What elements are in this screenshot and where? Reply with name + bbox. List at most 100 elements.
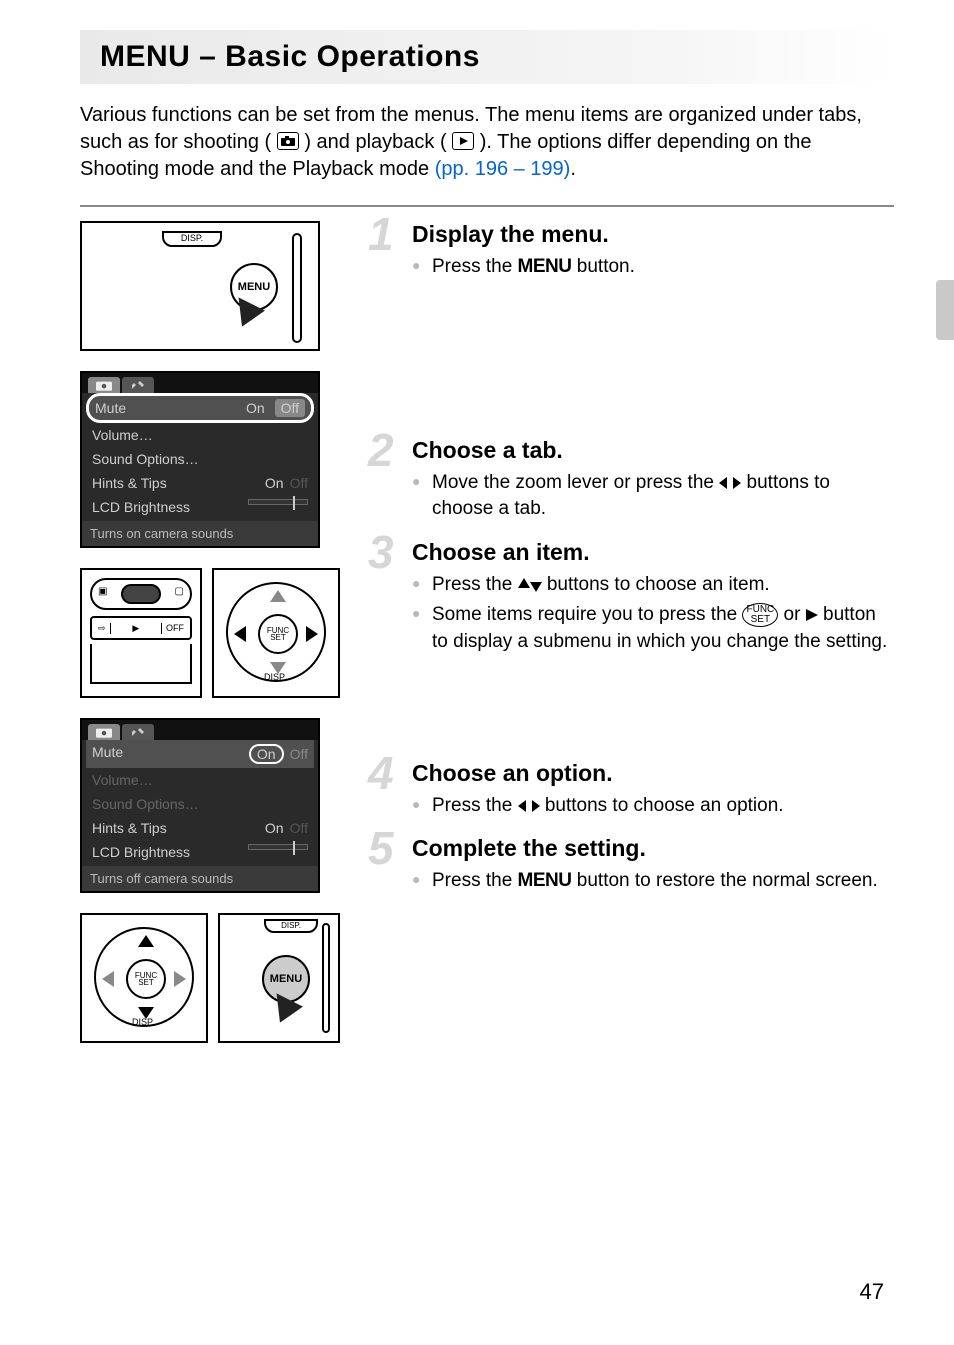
step-number: 5 bbox=[368, 825, 394, 871]
dpad-right-icon bbox=[174, 971, 186, 987]
screen-body: Mute On Off Volume… Sound Options… Hints… bbox=[82, 393, 318, 521]
func-set-button[interactable]: FUNC SET bbox=[126, 959, 166, 999]
screen-row-mute: Mute On Off bbox=[86, 393, 314, 423]
row-label: LCD Brightness bbox=[92, 844, 190, 860]
intro-paragraph: Various functions can be set from the me… bbox=[80, 102, 894, 183]
spacer bbox=[368, 672, 894, 760]
brightness-slider-icon bbox=[248, 844, 308, 850]
camera-tab-icon bbox=[277, 132, 299, 150]
screen-row-hints: Hints & Tips OnOff bbox=[86, 816, 314, 840]
step-number: 3 bbox=[368, 529, 394, 575]
content-row: DISP. MENU Mute On bbox=[80, 221, 894, 1043]
row-label: LCD Brightness bbox=[92, 499, 190, 515]
row-label: Hints & Tips bbox=[92, 475, 167, 491]
step-1: 1 Display the menu. Press the MENU butto… bbox=[368, 221, 894, 281]
figure-menu-screen-1: Mute On Off Volume… Sound Options… Hints… bbox=[80, 371, 320, 548]
dpad-up-icon bbox=[138, 935, 154, 947]
up-down-arrows-icon bbox=[518, 578, 542, 592]
row-label: Mute bbox=[92, 744, 123, 764]
step-bullet: Press the MENU button to restore the nor… bbox=[412, 868, 894, 895]
screen-tabs bbox=[82, 373, 318, 393]
screen-tabs bbox=[82, 720, 318, 740]
figure-row-final: FUNC SET DISP. DISP. MENU bbox=[80, 913, 340, 1043]
menu-text-icon: MENU bbox=[518, 870, 572, 891]
step-5: 5 Complete the setting. Press the MENU b… bbox=[368, 835, 894, 895]
page-number: 47 bbox=[860, 1279, 884, 1305]
page-title: MENU – Basic Operations bbox=[100, 40, 874, 74]
menu-button-label: MENU bbox=[270, 973, 302, 985]
row-label: Sound Options… bbox=[92, 451, 199, 467]
tools-tab-icon bbox=[122, 724, 154, 740]
steps-column: 1 Display the menu. Press the MENU butto… bbox=[368, 221, 894, 1043]
disp-label: DISP. bbox=[264, 919, 318, 933]
divider bbox=[80, 205, 894, 207]
screen-row-sound-options: Sound Options… bbox=[86, 792, 314, 816]
step-bullet: Press the MENU button. bbox=[412, 254, 894, 281]
dpad-up-icon bbox=[270, 590, 286, 602]
strap-lug bbox=[292, 233, 302, 343]
menu-text-icon: MENU bbox=[518, 256, 572, 277]
step-bullet: Some items require you to press the FUNC… bbox=[412, 602, 894, 655]
disp-label: DISP. bbox=[132, 1017, 154, 1027]
step-3: 3 Choose an item. Press the buttons to c… bbox=[368, 539, 894, 656]
func-set-icon: FUNCSET bbox=[742, 603, 778, 627]
screen-row-volume: Volume… bbox=[86, 423, 314, 447]
figure-menu-button: DISP. MENU bbox=[80, 221, 320, 351]
screen-row-hints: Hints & Tips OnOff bbox=[86, 471, 314, 495]
row-value: OnOff bbox=[259, 475, 308, 491]
step-number: 1 bbox=[368, 211, 394, 257]
row-label: Hints & Tips bbox=[92, 820, 167, 836]
dpad-left-icon bbox=[234, 626, 246, 642]
step-heading: Choose a tab. bbox=[412, 437, 894, 464]
menu-button-label: MENU bbox=[238, 281, 270, 293]
step-2: 2 Choose a tab. Move the zoom lever or p… bbox=[368, 437, 894, 523]
strap-lug bbox=[322, 923, 330, 1033]
figure-row-controls: ▣ ▢ ⇨▶OFF FUNC SET DISP. bbox=[80, 568, 340, 698]
row-label: Volume… bbox=[92, 427, 153, 443]
func-set-button[interactable]: FUNC SET bbox=[258, 614, 298, 654]
screen-body: Mute OnOff Volume… Sound Options… Hints … bbox=[82, 740, 318, 866]
disp-label: DISP. bbox=[162, 231, 222, 247]
screen-row-sound-options: Sound Options… bbox=[86, 447, 314, 471]
brightness-slider-icon bbox=[248, 499, 308, 505]
step-number: 4 bbox=[368, 750, 394, 796]
row-label: Sound Options… bbox=[92, 796, 199, 812]
row-label: Volume… bbox=[92, 772, 153, 788]
step-heading: Choose an item. bbox=[412, 539, 894, 566]
screen-footer: Turns on camera sounds bbox=[82, 521, 318, 546]
page-title-bar: MENU – Basic Operations bbox=[80, 30, 894, 84]
left-right-arrows-icon bbox=[518, 799, 540, 813]
step-heading: Complete the setting. bbox=[412, 835, 894, 862]
figure-zoom-lever: ▣ ▢ ⇨▶OFF bbox=[80, 568, 202, 698]
section-thumb-tab bbox=[936, 280, 954, 340]
mode-switch[interactable]: ⇨▶OFF bbox=[90, 616, 192, 640]
row-value: OnOff bbox=[243, 744, 308, 764]
figure-menu-button-2: DISP. MENU bbox=[218, 913, 340, 1043]
step-4: 4 Choose an option. Press the buttons to… bbox=[368, 760, 894, 820]
page-reference-link[interactable]: (pp. 196 – 199) bbox=[435, 158, 571, 180]
intro-period: . bbox=[570, 158, 576, 180]
screen-row-brightness: LCD Brightness bbox=[86, 840, 314, 864]
left-right-arrows-icon bbox=[719, 476, 741, 490]
camera-body-outline bbox=[90, 644, 192, 684]
camera-tab-icon bbox=[88, 724, 120, 740]
step-bullet: Press the buttons to choose an item. bbox=[412, 572, 894, 599]
zoom-lever[interactable]: ▣ ▢ bbox=[90, 578, 192, 610]
step-bullet: Move the zoom lever or press the buttons… bbox=[412, 470, 894, 523]
step-number: 2 bbox=[368, 427, 394, 473]
row-value: OnOff bbox=[259, 820, 308, 836]
figure-menu-screen-2: Mute OnOff Volume… Sound Options… Hints … bbox=[80, 718, 320, 893]
dpad[interactable]: FUNC SET DISP. bbox=[94, 927, 194, 1027]
dpad-right-icon bbox=[306, 626, 318, 642]
step-heading: Display the menu. bbox=[412, 221, 894, 248]
tools-tab-icon bbox=[122, 377, 154, 393]
disp-label: DISP. bbox=[264, 672, 286, 682]
spacer bbox=[368, 297, 894, 437]
row-value: On Off bbox=[240, 400, 305, 416]
intro-text-b: ) and playback ( bbox=[304, 131, 446, 153]
screen-row-mute: Mute OnOff bbox=[86, 740, 314, 768]
dpad[interactable]: FUNC SET DISP. bbox=[226, 582, 326, 682]
step-heading: Choose an option. bbox=[412, 760, 894, 787]
figure-dpad-updown: FUNC SET DISP. bbox=[212, 568, 340, 698]
dpad-left-icon bbox=[102, 971, 114, 987]
